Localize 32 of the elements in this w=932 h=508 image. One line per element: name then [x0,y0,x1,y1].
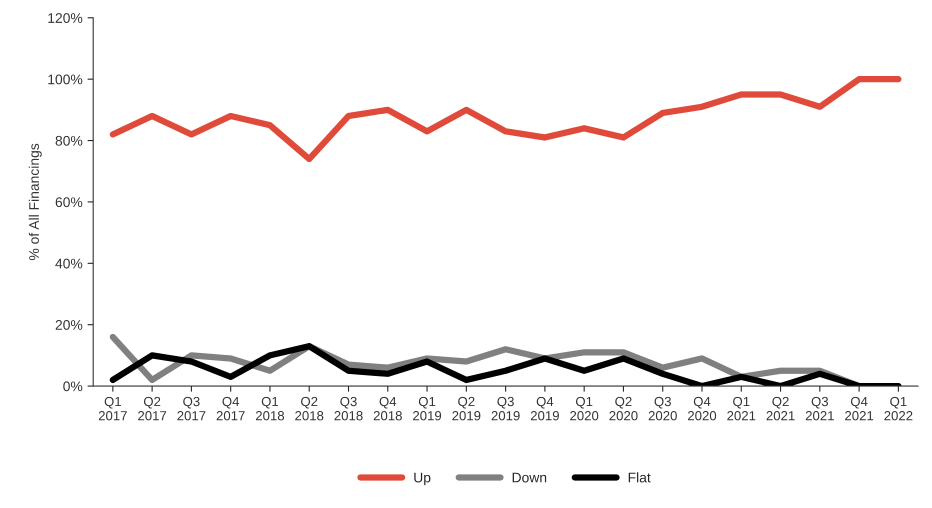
x-tick-label: Q2 2017 [138,396,166,420]
x-tick-label: Q2 2021 [766,396,795,420]
y-tick-label: 80% [56,136,82,146]
x-tick-label: Q3 2018 [334,396,363,420]
x-tick-label: Q2 2019 [452,396,480,420]
x-tick-label: Q4 2017 [216,396,245,420]
y-tick-label: 100% [48,74,82,84]
x-tick-label: Q1 2020 [570,396,598,420]
x-tick-label: Q4 2021 [845,396,874,420]
x-tick-label: Q1 2018 [256,396,284,420]
x-tick-label: Q1 2017 [98,396,127,420]
legend-label: Down [512,472,546,482]
x-tick-label: Q4 2018 [374,396,402,420]
x-tick-label: Q3 2019 [492,396,520,420]
y-axis-title: % of All Financings [28,144,42,260]
x-tick-label: Q3 2017 [177,396,206,420]
x-tick-label: Q3 2020 [648,396,677,420]
x-tick-label: Q1 2019 [413,396,442,420]
legend-label: Up [414,472,430,486]
x-tick-label: Q2 2018 [295,396,324,420]
y-tick-label: 120% [48,13,82,23]
x-tick-label: Q1 2021 [727,396,756,420]
y-tick-label: 0% [63,381,82,392]
x-tick-label: Q4 2020 [688,396,716,420]
legend-label: Flat [628,472,651,482]
x-tick-label: Q1 2022 [884,396,912,420]
x-tick-label: Q4 2019 [530,396,559,420]
x-tick-label: Q2 2020 [609,396,638,420]
y-tick-label: 20% [56,320,82,330]
x-tick-label: Q3 2021 [806,396,834,420]
y-tick-label: 40% [55,258,82,268]
y-tick-label: 60% [56,197,82,208]
